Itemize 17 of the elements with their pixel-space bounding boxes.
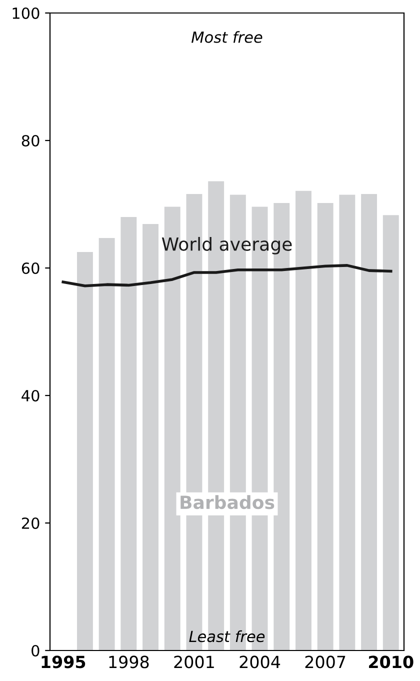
annotation: Least free (189, 630, 265, 642)
x-tick-label: 1995 (42, 656, 86, 668)
y-tick-label: 100 (12, 7, 40, 20)
x-tick-label: 2007 (305, 656, 346, 668)
annotation: Most free (192, 31, 262, 43)
series-label: World average (162, 236, 292, 254)
x-tick-label: 2010 (369, 656, 414, 668)
series-label: Barbados (180, 495, 274, 510)
x-tick-label: 2004 (240, 656, 280, 668)
line-series (62, 264, 392, 288)
x-tick-label: 1998 (109, 656, 149, 668)
y-tick-label: 60 (22, 262, 40, 274)
y-tick-label: 80 (22, 134, 40, 147)
x-tick-label: 2001 (174, 656, 214, 668)
y-tick-label: 0 (32, 644, 40, 657)
y-tick-label: 40 (22, 390, 40, 402)
y-tick-label: 20 (22, 517, 40, 530)
